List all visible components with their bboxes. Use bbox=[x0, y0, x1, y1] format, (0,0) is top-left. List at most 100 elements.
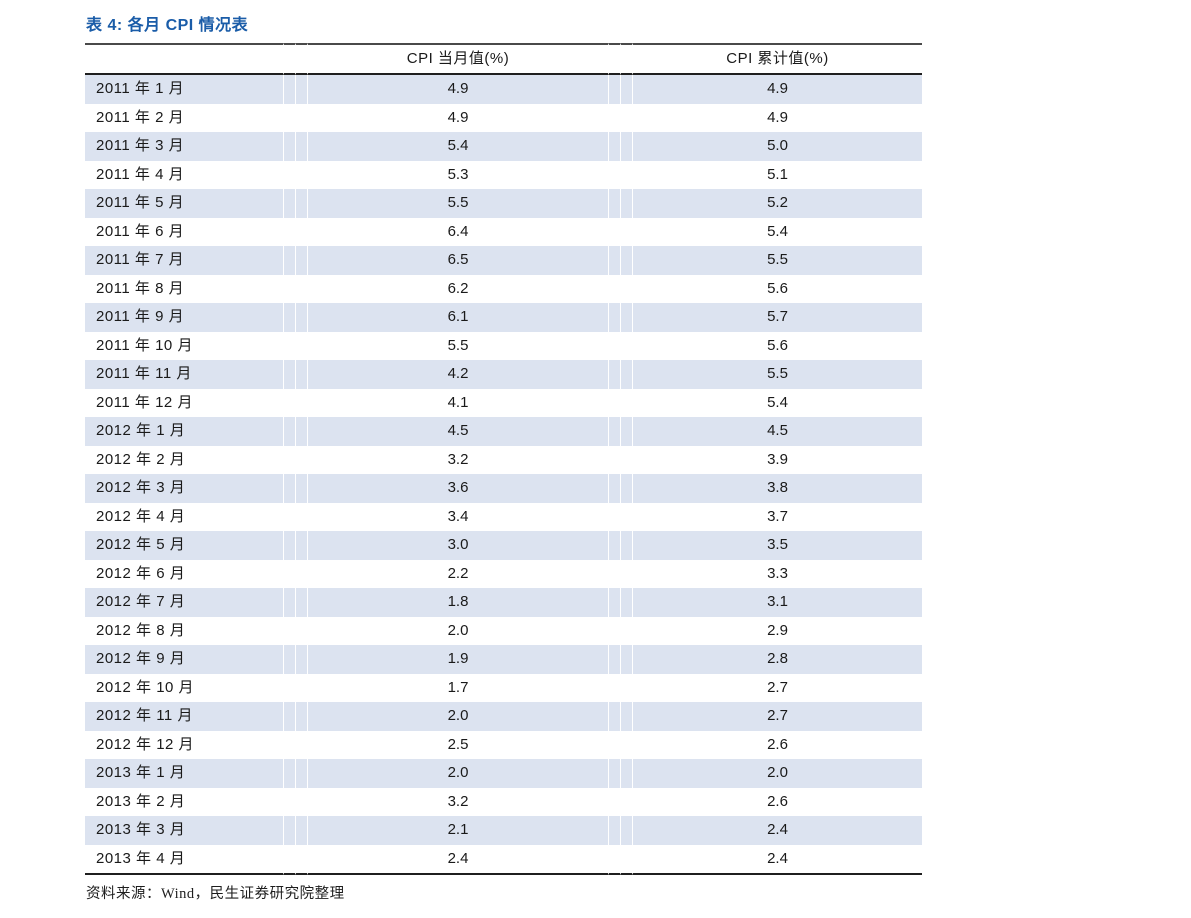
spacer-cell bbox=[608, 645, 620, 674]
spacer-cell bbox=[608, 531, 620, 560]
spacer-cell bbox=[620, 759, 632, 788]
spacer-cell bbox=[295, 702, 307, 731]
month-cell: 2012 年 3 月 bbox=[85, 474, 283, 503]
cpi-current-cell: 2.5 bbox=[307, 730, 608, 759]
spacer-cell bbox=[620, 502, 632, 531]
table-row: 2011 年 8 月 6.2 5.6 bbox=[85, 274, 922, 303]
spacer-cell bbox=[283, 75, 295, 104]
spacer-cell bbox=[620, 588, 632, 617]
cpi-cumulative-cell: 5.5 bbox=[632, 246, 922, 275]
spacer-cell bbox=[608, 75, 620, 104]
spacer-cell bbox=[283, 616, 295, 645]
cpi-current-cell: 3.2 bbox=[307, 787, 608, 816]
cpi-current-cell: 5.5 bbox=[307, 189, 608, 218]
spacer-cell bbox=[608, 702, 620, 731]
source-note: 资料来源：Wind，民生证券研究院整理 bbox=[86, 886, 345, 902]
spacer-cell bbox=[620, 360, 632, 389]
cpi-current-cell: 5.4 bbox=[307, 132, 608, 161]
cpi-current-cell: 3.4 bbox=[307, 502, 608, 531]
spacer-cell bbox=[283, 274, 295, 303]
spacer-cell bbox=[295, 331, 307, 360]
spacer-cell bbox=[283, 559, 295, 588]
spacer-cell bbox=[620, 189, 632, 218]
cpi-current-cell: 1.7 bbox=[307, 673, 608, 702]
month-cell: 2012 年 1 月 bbox=[85, 417, 283, 446]
spacer-cell bbox=[608, 217, 620, 246]
month-cell: 2013 年 2 月 bbox=[85, 787, 283, 816]
table-row: 2013 年 3 月 2.1 2.4 bbox=[85, 816, 922, 845]
spacer-cell bbox=[283, 645, 295, 674]
table-row: 2012 年 5 月 3.0 3.5 bbox=[85, 531, 922, 560]
table-row: 2012 年 10 月 1.7 2.7 bbox=[85, 673, 922, 702]
spacer-cell bbox=[283, 132, 295, 161]
header-spacer bbox=[620, 43, 632, 75]
cpi-cumulative-cell: 3.7 bbox=[632, 502, 922, 531]
header-row: CPI 当月值(%) CPI 累计值(%) bbox=[85, 43, 922, 75]
cpi-current-cell: 2.0 bbox=[307, 759, 608, 788]
cpi-current-cell: 3.6 bbox=[307, 474, 608, 503]
cpi-cumulative-cell: 4.9 bbox=[632, 75, 922, 104]
month-cell: 2012 年 2 月 bbox=[85, 445, 283, 474]
spacer-cell bbox=[283, 730, 295, 759]
spacer-cell bbox=[620, 474, 632, 503]
spacer-cell bbox=[295, 730, 307, 759]
cpi-cumulative-cell: 5.4 bbox=[632, 388, 922, 417]
cpi-cumulative-cell: 2.7 bbox=[632, 702, 922, 731]
cpi-cumulative-cell: 2.4 bbox=[632, 844, 922, 875]
spacer-cell bbox=[608, 844, 620, 875]
cpi-current-cell: 5.5 bbox=[307, 331, 608, 360]
spacer-cell bbox=[620, 160, 632, 189]
month-cell: 2012 年 7 月 bbox=[85, 588, 283, 617]
cpi-cumulative-cell: 5.7 bbox=[632, 303, 922, 332]
spacer-cell bbox=[620, 616, 632, 645]
month-cell: 2013 年 1 月 bbox=[85, 759, 283, 788]
cpi-cumulative-cell: 5.5 bbox=[632, 360, 922, 389]
spacer-cell bbox=[295, 303, 307, 332]
spacer-cell bbox=[295, 816, 307, 845]
spacer-cell bbox=[295, 645, 307, 674]
cpi-current-cell: 1.8 bbox=[307, 588, 608, 617]
table-row: 2011 年 12 月 4.1 5.4 bbox=[85, 388, 922, 417]
spacer-cell bbox=[620, 132, 632, 161]
table-row: 2011 年 2 月 4.9 4.9 bbox=[85, 103, 922, 132]
month-cell: 2011 年 10 月 bbox=[85, 331, 283, 360]
spacer-cell bbox=[620, 730, 632, 759]
cpi-current-cell: 6.2 bbox=[307, 274, 608, 303]
spacer-cell bbox=[295, 388, 307, 417]
month-cell: 2011 年 2 月 bbox=[85, 103, 283, 132]
spacer-cell bbox=[620, 274, 632, 303]
spacer-cell bbox=[283, 303, 295, 332]
spacer-cell bbox=[283, 759, 295, 788]
cpi-current-cell: 1.9 bbox=[307, 645, 608, 674]
spacer-cell bbox=[608, 331, 620, 360]
spacer-cell bbox=[608, 388, 620, 417]
cpi-current-cell: 2.4 bbox=[307, 844, 608, 875]
month-cell: 2011 年 4 月 bbox=[85, 160, 283, 189]
spacer-cell bbox=[620, 246, 632, 275]
month-cell: 2011 年 1 月 bbox=[85, 75, 283, 104]
spacer-cell bbox=[295, 274, 307, 303]
cpi-table-body: 2011 年 1 月 4.9 4.9 2011 年 2 月 4.9 4.9 2011 年 3… bbox=[85, 75, 922, 875]
spacer-cell bbox=[295, 217, 307, 246]
spacer-cell bbox=[608, 474, 620, 503]
table-row: 2012 年 12 月 2.5 2.6 bbox=[85, 730, 922, 759]
spacer-cell bbox=[283, 816, 295, 845]
spacer-cell bbox=[295, 559, 307, 588]
spacer-cell bbox=[608, 103, 620, 132]
spacer-cell bbox=[608, 132, 620, 161]
spacer-cell bbox=[295, 759, 307, 788]
spacer-cell bbox=[620, 559, 632, 588]
spacer-cell bbox=[283, 246, 295, 275]
table-row: 2013 年 2 月 3.2 2.6 bbox=[85, 787, 922, 816]
spacer-cell bbox=[283, 388, 295, 417]
table-row: 2011 年 9 月 6.1 5.7 bbox=[85, 303, 922, 332]
spacer-cell bbox=[283, 673, 295, 702]
cpi-cumulative-cell: 3.5 bbox=[632, 531, 922, 560]
cpi-current-cell: 6.5 bbox=[307, 246, 608, 275]
spacer-cell bbox=[608, 616, 620, 645]
spacer-cell bbox=[620, 388, 632, 417]
table-row: 2012 年 7 月 1.8 3.1 bbox=[85, 588, 922, 617]
spacer-cell bbox=[295, 445, 307, 474]
spacer-cell bbox=[620, 417, 632, 446]
